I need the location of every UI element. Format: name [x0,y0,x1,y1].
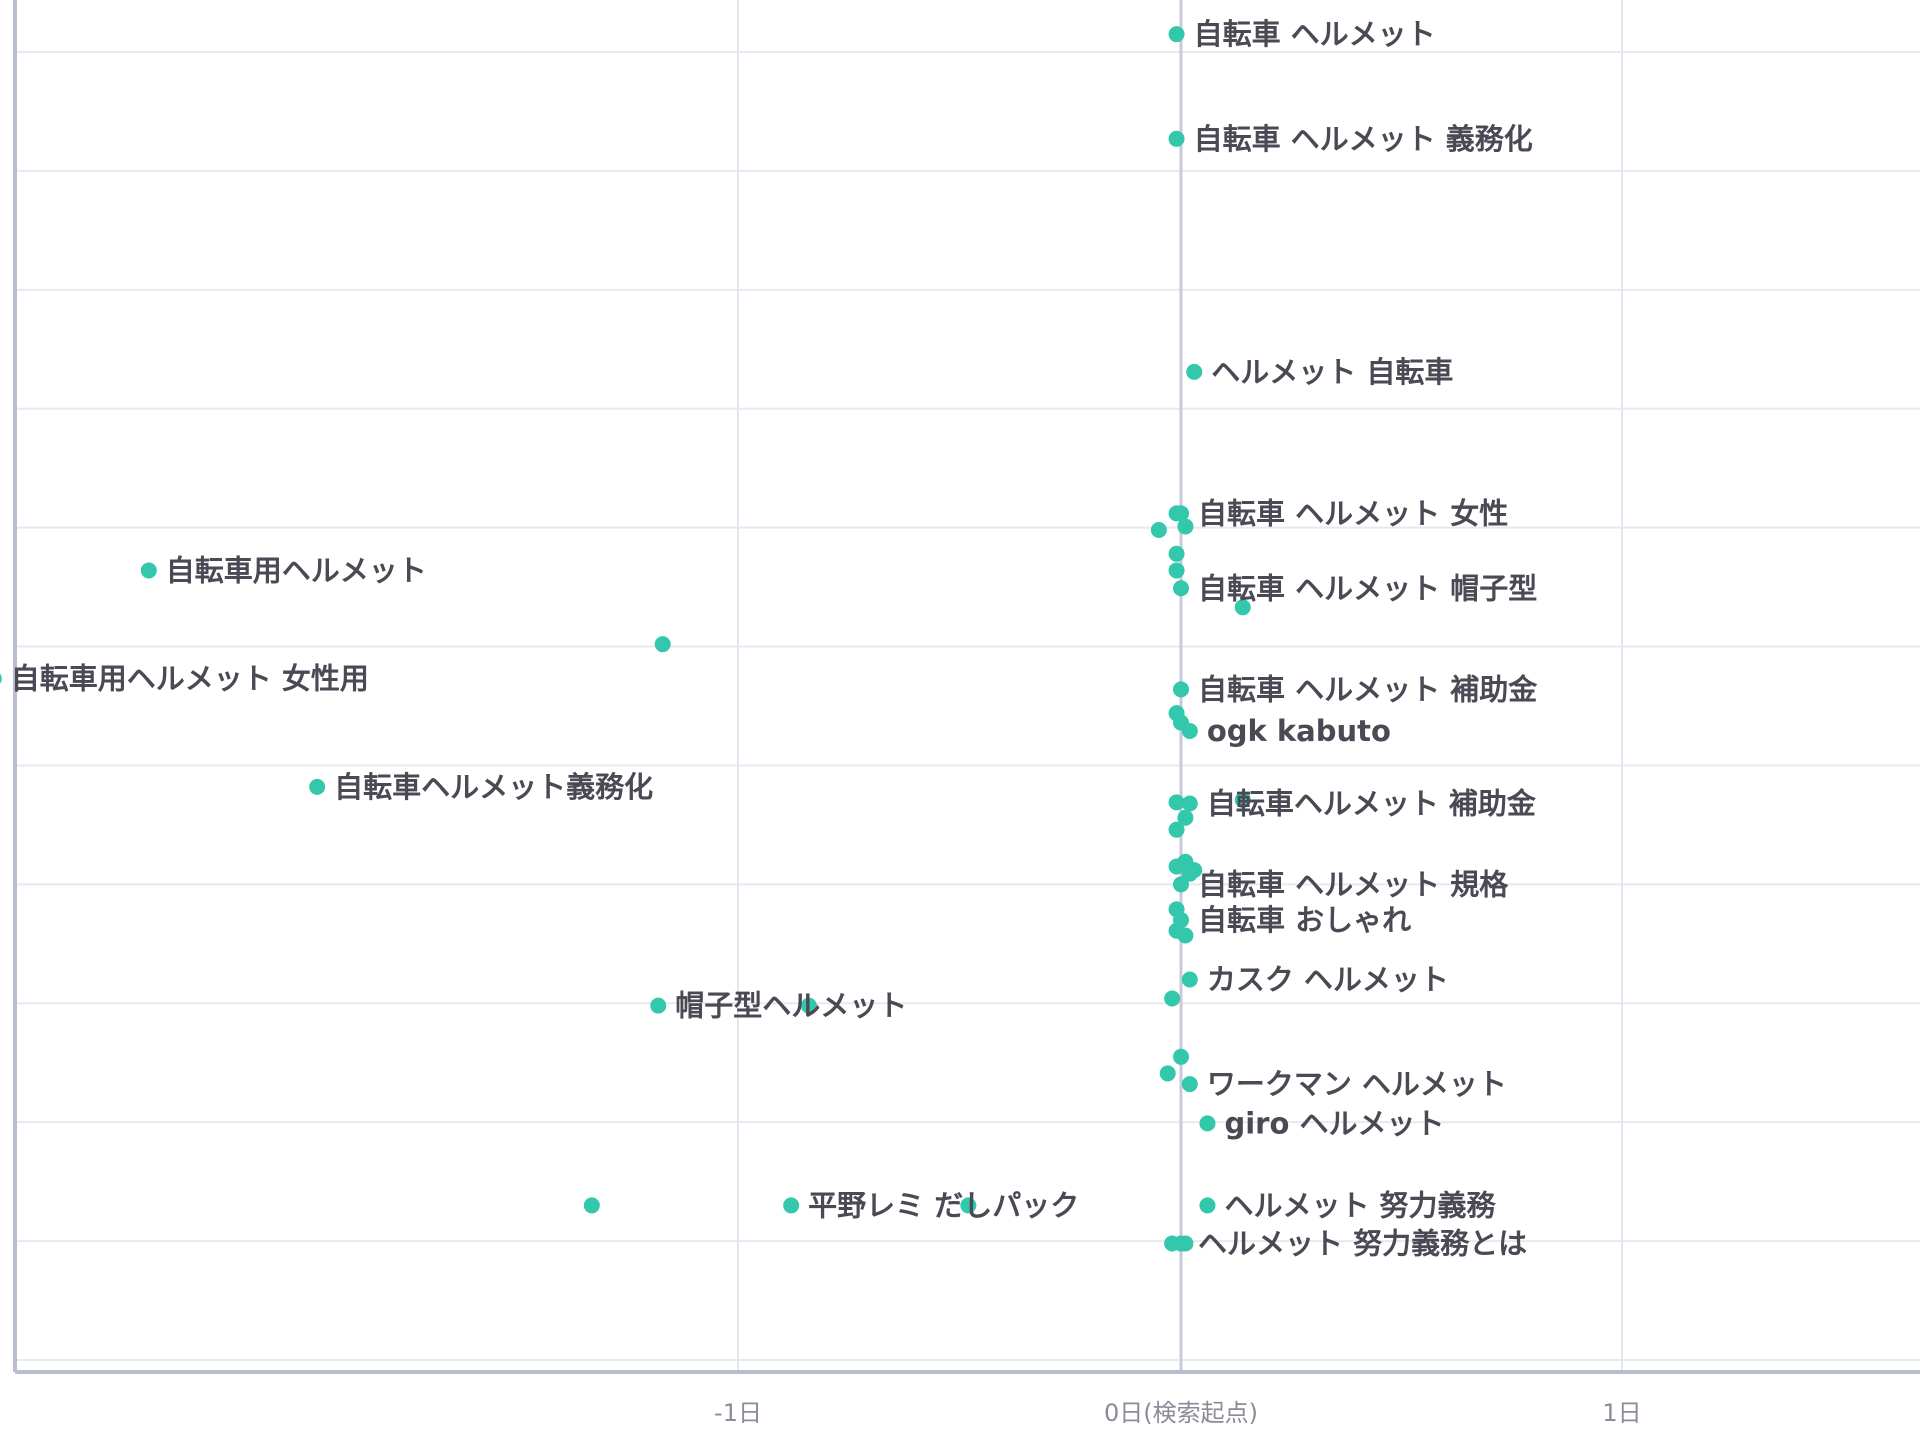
data-point-label: giro ヘルメット [1224,1106,1444,1140]
data-point [1168,562,1185,579]
data-point [1173,1048,1189,1065]
data-point [0,673,2,684]
data-point [800,997,817,1014]
data-point-label: 自転車用ヘルメット 女性用 [11,662,369,696]
data-point [1186,363,1203,380]
data-point [1181,1076,1198,1093]
data-point [1177,518,1194,535]
data-point-label: 自転車 おしゃれ [1198,903,1411,937]
x-tick-label: -1日 [714,1399,762,1427]
data-point [1234,599,1251,616]
data-point [1181,722,1198,739]
data-point [1173,681,1189,698]
data-point [1159,1065,1176,1082]
data-point [1168,545,1185,562]
data-point [583,1197,600,1214]
data-point-label: ヘルメット 自転車 [1211,355,1453,389]
data-point [1181,865,1198,882]
data-point-label: 自転車 ヘルメット 補助金 [1198,672,1538,706]
data-point-label: ヘルメット 努力義務とは [1198,1226,1527,1260]
data-point [1199,1197,1216,1214]
x-tick-label: 0日(検索起点) [1104,1399,1258,1427]
data-point [1177,927,1194,944]
horizontal-gridlines [15,51,1920,1361]
data-point [1199,1115,1216,1132]
data-point [1173,1235,1189,1252]
data-point-label: 帽子型ヘルメット [675,989,907,1023]
data-point-label: ヘルメット 努力義務 [1224,1188,1496,1222]
data-point [1164,990,1181,1007]
data-point-label: 自転車ヘルメット 補助金 [1207,787,1537,821]
data-point-label: ogk kabuto [1207,714,1391,748]
data-point [1181,971,1198,988]
data-point [1168,821,1185,838]
data-point [654,636,671,653]
data-point [1173,505,1189,522]
data-point-label: 自転車ヘルメット義務化 [334,770,653,804]
data-point-label: カスク ヘルメット [1207,962,1449,996]
data-point [1173,876,1189,893]
x-tick-label: 1日 [1602,1399,1641,1427]
data-point [1168,26,1185,43]
data-point [1168,794,1185,811]
data-point-label: 自転車 ヘルメット 女性 [1198,496,1508,530]
data-point-label: 自転車 ヘルメット 帽子型 [1198,571,1537,605]
data-point [1150,522,1167,539]
data-point [960,1197,977,1214]
data-point [1234,791,1251,808]
unlabeled-points [583,505,1251,1252]
data-point [140,562,157,579]
data-point [1177,809,1194,826]
data-point-label: 自転車 ヘルメット [1194,17,1436,51]
data-point [1168,130,1185,147]
data-point [783,1197,800,1214]
data-point [1181,795,1198,812]
data-point [1173,580,1189,597]
data-point [1173,912,1189,929]
data-point-label: 自転車用ヘルメット [166,553,427,587]
data-point-label: 自転車 ヘルメット 規格 [1198,867,1509,901]
data-point-label: 自転車 ヘルメット 義務化 [1194,122,1533,156]
data-point [650,997,667,1014]
data-point-label: 平野レミ だしパック [808,1188,1079,1222]
data-point [309,778,326,795]
data-point-label: ワークマン ヘルメット [1207,1067,1507,1101]
